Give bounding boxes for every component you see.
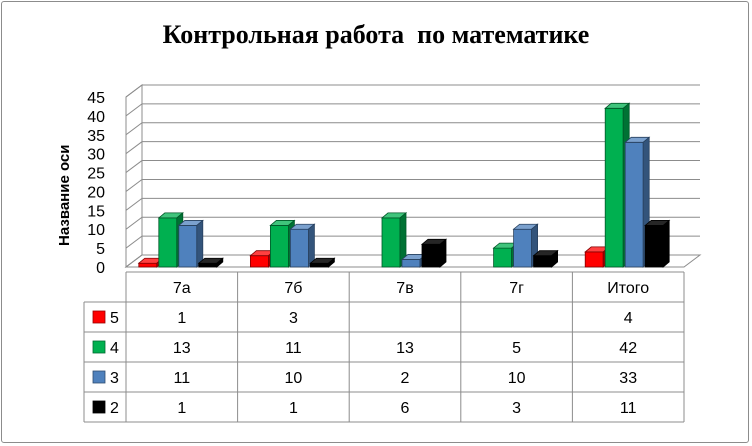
category-label: 7б bbox=[284, 280, 302, 297]
gridline bbox=[125, 160, 700, 173]
gridline bbox=[125, 84, 700, 98]
bar-front bbox=[309, 262, 329, 268]
bar-front bbox=[584, 251, 604, 268]
y-tick-label: 30 bbox=[87, 147, 105, 164]
data-label: 13 bbox=[173, 340, 191, 357]
y-tick-label: 25 bbox=[87, 166, 105, 183]
gridline bbox=[125, 197, 700, 211]
bar bbox=[177, 219, 204, 268]
data-label: 42 bbox=[619, 340, 637, 357]
chart-title: Контрольная работа по математике bbox=[162, 20, 590, 49]
gridline bbox=[125, 178, 700, 192]
bar bbox=[380, 212, 408, 268]
legend-label: 4 bbox=[110, 340, 119, 357]
bars bbox=[137, 102, 671, 268]
bar-front bbox=[493, 247, 513, 268]
y-tick-label: 0 bbox=[96, 260, 105, 277]
bar-front bbox=[269, 225, 289, 268]
bar bbox=[197, 257, 224, 268]
bar-front bbox=[644, 225, 664, 268]
data-label: 11 bbox=[285, 340, 302, 357]
bar bbox=[532, 249, 559, 268]
category-label: 7в bbox=[396, 280, 413, 297]
bar bbox=[309, 257, 336, 268]
bar-side bbox=[327, 257, 335, 268]
legend-key bbox=[92, 340, 106, 354]
data-label: 1 bbox=[177, 310, 186, 327]
gridline bbox=[125, 216, 700, 230]
data-label: 10 bbox=[508, 370, 526, 387]
bar-front bbox=[624, 141, 644, 268]
bar-front bbox=[289, 228, 309, 268]
bar bbox=[624, 136, 651, 268]
data-label: 33 bbox=[619, 370, 637, 387]
y-tick-label: 45 bbox=[87, 90, 105, 107]
bar-front bbox=[421, 243, 441, 268]
bar-side bbox=[196, 219, 204, 268]
bar-front bbox=[178, 225, 198, 268]
bar-front bbox=[513, 228, 532, 268]
legend-label: 5 bbox=[110, 310, 119, 327]
y-tick-label: 20 bbox=[87, 184, 105, 201]
legend-label: 2 bbox=[110, 400, 119, 417]
y-tick-label: 15 bbox=[87, 203, 105, 220]
legend-key bbox=[92, 310, 106, 324]
bar-front bbox=[533, 255, 552, 268]
bar bbox=[289, 223, 316, 268]
category-label: Итого bbox=[607, 280, 649, 297]
data-label: 1 bbox=[177, 400, 186, 417]
bar bbox=[644, 219, 671, 268]
category-label: 7а bbox=[173, 280, 191, 297]
bar-front bbox=[604, 107, 624, 268]
gridline bbox=[125, 103, 700, 117]
y-tick-label: 40 bbox=[87, 109, 105, 126]
bar-side bbox=[662, 219, 670, 268]
data-label: 3 bbox=[512, 400, 521, 417]
bar-front bbox=[401, 259, 421, 268]
y-tick-label: 5 bbox=[96, 241, 105, 258]
side-wall bbox=[125, 84, 143, 268]
data-label: 10 bbox=[285, 370, 303, 387]
y-tick-label: 35 bbox=[87, 128, 105, 145]
category-label: 7г bbox=[509, 280, 524, 297]
bar-front bbox=[138, 262, 158, 268]
bar-front bbox=[249, 255, 269, 268]
gridlines bbox=[125, 84, 700, 268]
data-label: 11 bbox=[620, 400, 637, 417]
data-label: 6 bbox=[401, 400, 410, 417]
data-label: 13 bbox=[396, 340, 414, 357]
bar-front bbox=[198, 262, 218, 268]
bar-side bbox=[216, 257, 224, 268]
bar bbox=[420, 238, 448, 268]
bar-front bbox=[158, 217, 178, 268]
data-label: 2 bbox=[401, 370, 410, 387]
gridline bbox=[125, 141, 700, 155]
gridline bbox=[125, 122, 700, 136]
bar-side bbox=[551, 249, 558, 268]
legend-key bbox=[92, 400, 106, 414]
data-label: 3 bbox=[289, 310, 298, 327]
data-label: 1 bbox=[289, 400, 298, 417]
bar-front bbox=[381, 217, 401, 268]
y-tick-label: 10 bbox=[87, 222, 105, 239]
bar-side bbox=[439, 238, 447, 268]
data-label: 4 bbox=[624, 310, 633, 327]
legend-label: 3 bbox=[110, 370, 119, 387]
data-label: 11 bbox=[173, 370, 190, 387]
data-label: 5 bbox=[512, 340, 521, 357]
legend-key bbox=[92, 370, 106, 384]
